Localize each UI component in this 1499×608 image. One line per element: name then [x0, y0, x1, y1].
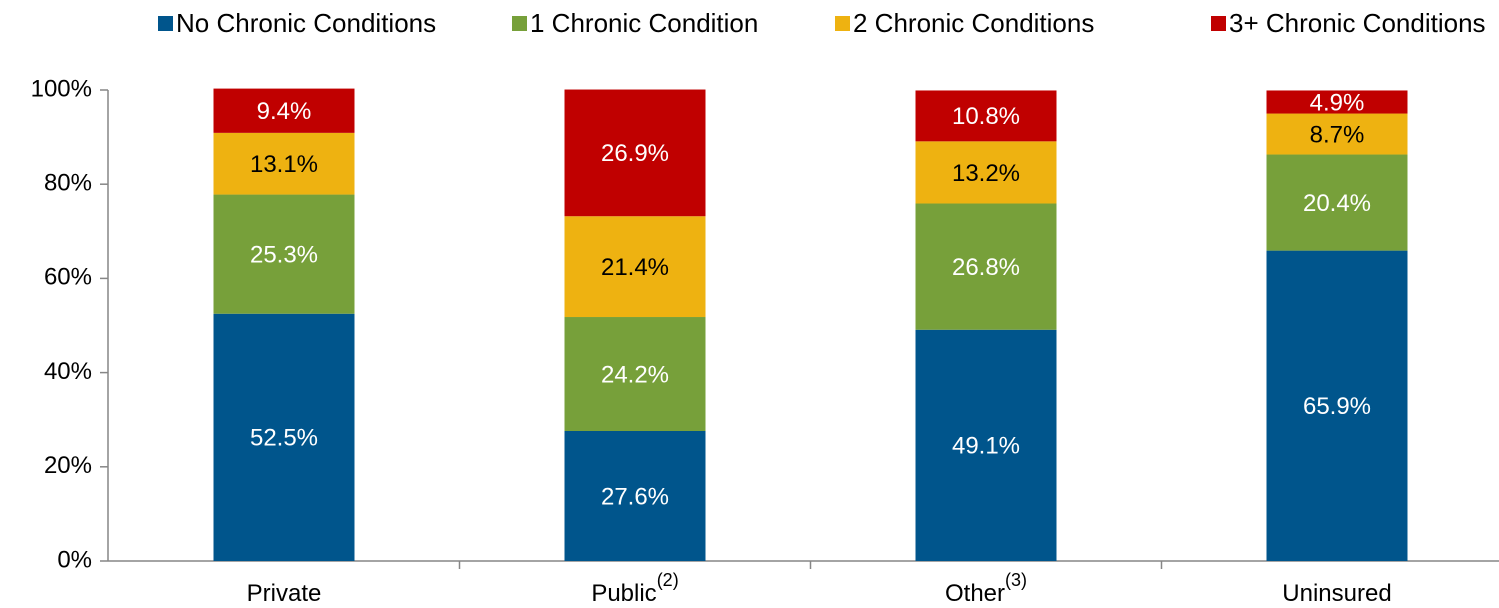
category-name: Other	[945, 580, 1005, 607]
data-label: 8.7%	[1310, 121, 1365, 148]
y-tick-label: 0%	[57, 546, 92, 573]
bar-segment	[1266, 113, 1408, 155]
data-label: 4.9%	[1310, 89, 1365, 116]
bar-segment	[1266, 250, 1408, 561]
legend-swatch	[835, 16, 850, 31]
y-tick-label: 100%	[31, 75, 92, 102]
bar-segment	[915, 141, 1057, 204]
data-label: 25.3%	[250, 241, 318, 268]
y-tick-label: 60%	[44, 264, 92, 291]
y-tick-label: 40%	[44, 358, 92, 385]
bar-segment	[564, 216, 706, 318]
bar-segment	[1266, 90, 1408, 114]
legend-label: No Chronic Conditions	[176, 8, 436, 38]
data-label: 26.8%	[952, 254, 1020, 281]
bar-segment	[564, 431, 706, 561]
category-name: Private	[247, 580, 322, 607]
category-name: Public	[591, 580, 656, 607]
data-label: 65.9%	[1303, 393, 1371, 420]
data-label: 27.6%	[601, 483, 669, 510]
bar-segment	[915, 329, 1057, 561]
bar-segment	[213, 132, 355, 195]
x-tick-label: Uninsured	[1282, 580, 1391, 607]
legend-label: 3+ Chronic Conditions	[1229, 8, 1486, 38]
data-label: 9.4%	[257, 98, 312, 125]
data-label: 26.9%	[601, 140, 669, 167]
x-tick-label: Other(3)	[945, 570, 1027, 608]
legend-swatch	[512, 16, 527, 31]
data-label: 21.4%	[601, 254, 669, 281]
y-tick-label: 80%	[44, 170, 92, 197]
data-label: 10.8%	[952, 103, 1020, 130]
x-tick-label: Public(2)	[591, 570, 678, 608]
data-label: 13.2%	[952, 160, 1020, 187]
x-tick-label: Private	[247, 580, 322, 607]
data-label: 49.1%	[952, 433, 1020, 460]
category-note: (3)	[1005, 570, 1027, 590]
bar-segment	[915, 90, 1057, 142]
bar-segment	[213, 313, 355, 561]
category-name: Uninsured	[1282, 580, 1391, 607]
bar-segment	[1266, 154, 1408, 251]
bar-segment	[213, 88, 355, 133]
data-label: 52.5%	[250, 425, 318, 452]
bar-segment	[564, 89, 706, 217]
category-note: (2)	[657, 570, 679, 590]
data-label: 24.2%	[601, 361, 669, 388]
y-tick-label: 20%	[44, 452, 92, 479]
legend-swatch	[158, 16, 173, 31]
legend-swatch	[1211, 16, 1226, 31]
bar-segment	[213, 194, 355, 314]
data-label: 20.4%	[1303, 190, 1371, 217]
legend-label: 2 Chronic Conditions	[853, 8, 1094, 38]
bar-segment	[564, 317, 706, 432]
legend-label: 1 Chronic Condition	[530, 8, 758, 38]
data-label: 13.1%	[250, 151, 318, 178]
bar-segment	[915, 203, 1057, 330]
